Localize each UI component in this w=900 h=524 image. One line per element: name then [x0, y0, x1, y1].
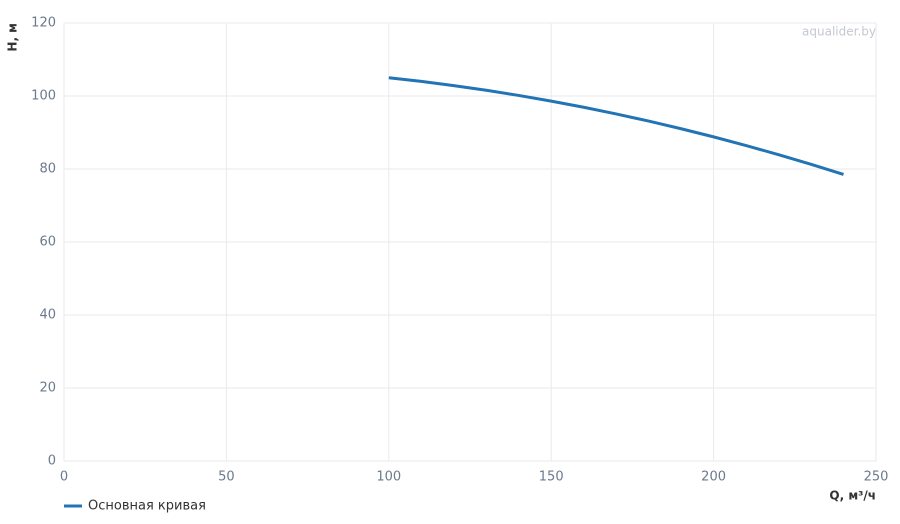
legend-label: Основная кривая — [88, 499, 206, 514]
x-tick-label: 100 — [376, 470, 401, 485]
line — [388, 76, 844, 176]
y-tick-label: 20 — [39, 381, 56, 396]
y-tick-label: 40 — [39, 308, 56, 323]
y-tick-label: 60 — [39, 235, 56, 250]
x-tick-label: 50 — [218, 470, 235, 485]
x-tick-label: 0 — [60, 470, 68, 485]
x-axis-label: Q, м³/ч — [829, 489, 876, 503]
x-tick-label: 250 — [864, 470, 889, 485]
y-tick-label: 0 — [48, 454, 56, 469]
y-tick-label: 80 — [39, 162, 56, 177]
y-tick-label: 100 — [31, 89, 56, 104]
y-tick-label: 120 — [31, 16, 56, 31]
x-tick-label: 200 — [701, 470, 726, 485]
watermark: aqualider.by — [802, 25, 876, 39]
x-tick-label: 150 — [539, 470, 564, 485]
y-axis-label: H, м — [6, 23, 20, 52]
